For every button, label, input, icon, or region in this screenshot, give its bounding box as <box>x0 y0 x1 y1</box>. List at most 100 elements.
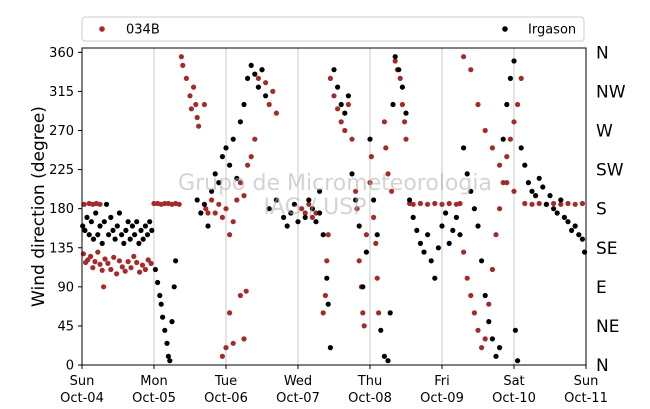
x-tick-label-day: Sun <box>574 374 599 389</box>
data-point <box>134 219 140 225</box>
compass-label: NW <box>596 82 626 102</box>
data-point <box>576 232 582 238</box>
data-point <box>511 119 517 125</box>
data-point <box>385 171 391 177</box>
data-point <box>551 200 557 207</box>
data-point <box>108 214 114 220</box>
data-point <box>121 240 127 246</box>
data-point <box>291 201 297 207</box>
data-point <box>165 353 171 359</box>
data-point <box>149 227 155 233</box>
data-point <box>86 232 92 238</box>
data-point <box>131 253 137 259</box>
data-point <box>381 119 387 125</box>
data-point <box>392 58 398 64</box>
data-point <box>219 353 225 359</box>
data-point <box>198 210 204 216</box>
data-point <box>335 106 341 112</box>
data-point <box>142 223 148 229</box>
data-point <box>402 119 408 125</box>
data-point <box>540 184 546 190</box>
data-point <box>201 201 207 207</box>
data-point <box>162 327 168 333</box>
data-point <box>373 240 379 246</box>
data-point <box>237 180 243 186</box>
x-tick-label-date: Oct-07 <box>276 391 320 406</box>
data-point <box>504 180 510 186</box>
y-tick-label: 360 <box>49 46 74 61</box>
data-point <box>263 80 269 86</box>
data-point <box>479 258 485 264</box>
data-point <box>134 259 140 266</box>
data-point <box>371 197 377 203</box>
data-point <box>108 266 114 273</box>
data-point <box>205 223 211 229</box>
x-tick-label-date: Oct-05 <box>132 391 176 406</box>
data-point <box>468 188 474 194</box>
data-point <box>139 262 146 268</box>
data-point <box>569 227 575 233</box>
data-point <box>464 275 470 281</box>
x-tick-label-day: Fri <box>434 374 450 389</box>
data-point <box>518 75 524 81</box>
compass-label: SW <box>596 161 624 181</box>
data-point <box>145 257 151 263</box>
data-point <box>148 260 154 266</box>
data-point <box>123 227 129 233</box>
data-point <box>345 93 351 99</box>
data-point <box>230 136 236 142</box>
data-point <box>349 171 355 177</box>
data-point <box>97 223 103 229</box>
axes: 0 45 90 135 180 225 270 315 360 Sun Oct-04 Mon Oct-0… <box>29 43 626 406</box>
data-point <box>309 214 315 220</box>
data-point <box>223 145 229 151</box>
y-tick-label: 225 <box>49 163 74 178</box>
data-point <box>313 219 319 225</box>
data-point <box>132 232 138 238</box>
data-point <box>111 254 117 260</box>
data-point <box>522 200 528 207</box>
data-point <box>327 345 333 351</box>
compass-label: W <box>596 122 613 142</box>
data-point <box>396 67 402 73</box>
data-point <box>518 145 524 151</box>
data-point <box>99 240 105 246</box>
data-point <box>106 232 112 238</box>
data-point <box>255 75 261 81</box>
data-point <box>374 232 380 238</box>
legend-box <box>81 16 585 42</box>
data-point <box>558 197 564 203</box>
data-point <box>302 210 308 216</box>
data-point <box>435 245 441 251</box>
plot-area <box>82 48 586 365</box>
data-point <box>525 180 532 186</box>
data-point <box>511 188 517 194</box>
data-point <box>171 284 177 290</box>
data-point <box>129 223 135 229</box>
data-point <box>486 319 492 325</box>
data-point <box>403 136 409 142</box>
data-point <box>479 345 485 351</box>
data-point <box>241 193 247 199</box>
data-point <box>529 188 535 194</box>
data-point <box>461 54 467 60</box>
data-point <box>116 210 122 216</box>
data-point <box>432 275 438 281</box>
data-point <box>125 219 131 225</box>
data-point <box>188 106 194 112</box>
data-point <box>288 210 294 216</box>
data-point <box>248 62 254 68</box>
data-point <box>212 171 218 177</box>
data-point <box>194 114 200 121</box>
data-point <box>482 336 488 342</box>
data-point <box>432 200 438 207</box>
data-point <box>497 345 503 351</box>
data-point <box>489 266 495 273</box>
series-b <box>80 54 588 364</box>
data-point <box>500 136 506 142</box>
data-point <box>320 232 326 238</box>
data-point <box>493 353 499 359</box>
data-point <box>227 232 233 238</box>
y-tick-label: 45 <box>57 319 74 334</box>
data-point <box>504 101 510 108</box>
